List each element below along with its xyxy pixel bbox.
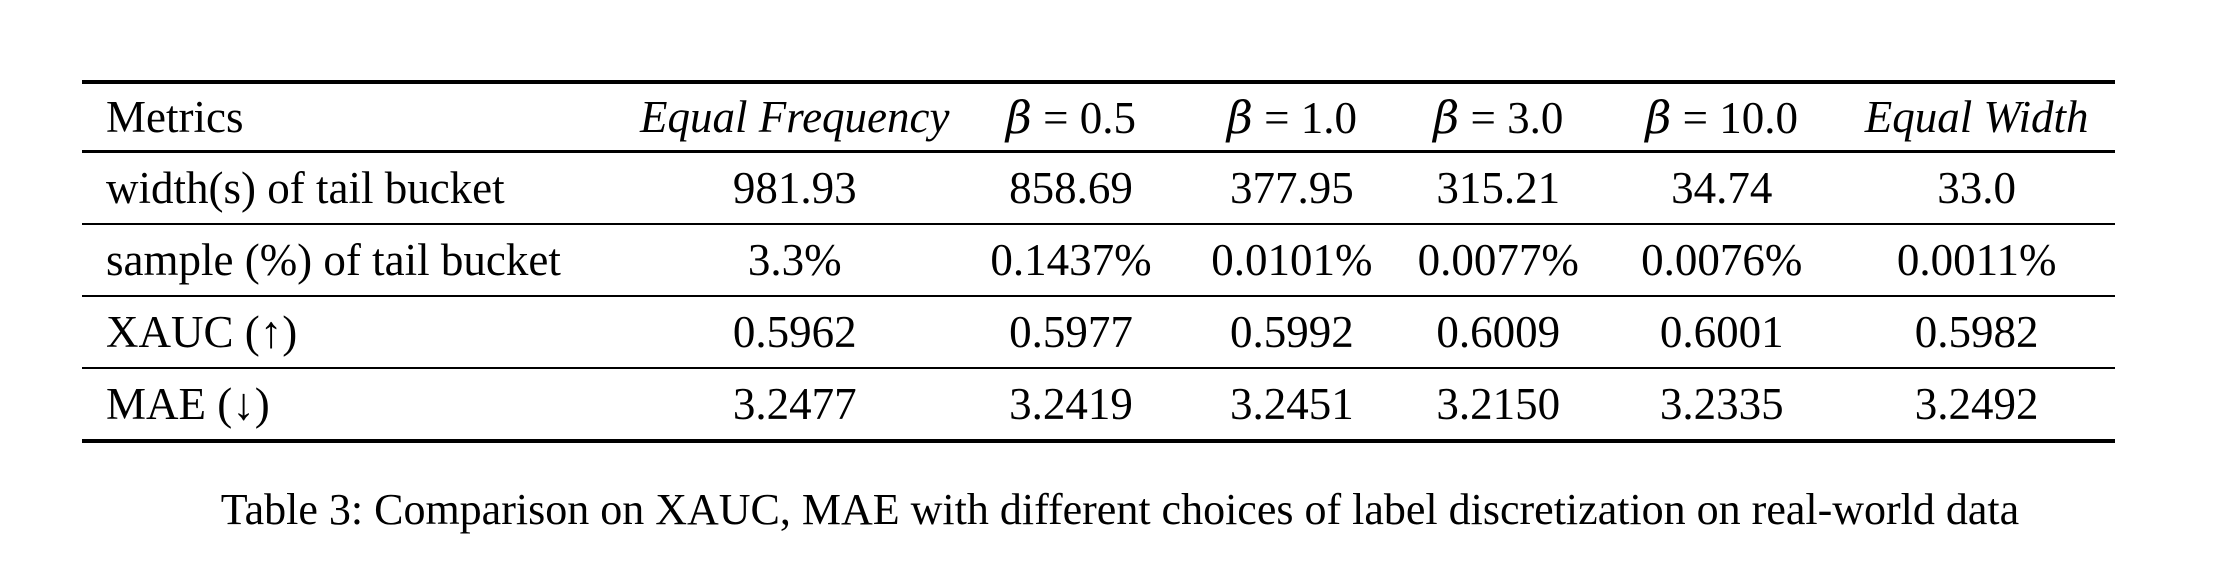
value-cell: 858.69 (1009, 163, 1133, 213)
column-header-metrics: Metrics (106, 92, 244, 142)
metric-label-cell: width(s) of tail bucket (106, 163, 505, 213)
beta-value: = 3.0 (1459, 92, 1564, 143)
beta-symbol: β (1645, 90, 1672, 144)
value-cell: 33.0 (1937, 163, 2017, 213)
value-cell: 3.2477 (732, 379, 857, 429)
value-cell: 3.2335 (1659, 379, 1784, 429)
beta-symbol: β (1005, 90, 1032, 144)
value-cell: 315.21 (1436, 163, 1561, 213)
column-header-equal-width: Equal Width (1864, 92, 2089, 142)
value-cell: 0.5962 (732, 307, 857, 357)
value-cell-best: 0.6009 (1436, 307, 1561, 357)
value-cell: 3.2419 (1009, 379, 1133, 429)
column-header-equal-frequency: Equal Frequency (640, 92, 950, 142)
value-cell: 0.0076% (1641, 235, 1803, 285)
table-caption: Table 3: Comparison on XAUC, MAE with di… (220, 485, 2020, 534)
beta-symbol: β (1226, 90, 1253, 144)
metric-label-cell: sample (%) of tail bucket (106, 235, 561, 285)
value-cell-best: 3.2150 (1436, 379, 1561, 429)
table-row-sample-pct-of-tail-bucket: sample (%) of tail bucket 3.3% 0.1437% 0… (82, 224, 2115, 296)
value-cell: 0.0011% (1896, 235, 2057, 285)
table-row-xauc: XAUC (↑) 0.5962 0.5977 0.5992 0.6009 0.6… (82, 296, 2115, 368)
results-table: Metrics Equal Frequency β = 0.5 β = 1.0 … (82, 80, 2115, 443)
table-row-mae: MAE (↓) 3.2477 3.2419 3.2451 3.2150 3.23… (82, 368, 2115, 441)
table-row-width-of-tail-bucket: width(s) of tail bucket 981.93 858.69 37… (82, 152, 2115, 224)
value-cell: 3.2492 (1914, 379, 2039, 429)
value-cell: 0.5992 (1230, 307, 1354, 357)
value-cell: 377.95 (1230, 163, 1354, 213)
beta-value: = 10.0 (1671, 92, 1799, 143)
value-cell: 0.5982 (1914, 307, 2039, 357)
results-table-wrapper: Metrics Equal Frequency β = 0.5 β = 1.0 … (82, 80, 2115, 443)
value-cell: 0.6001 (1659, 307, 1784, 357)
column-header-beta-0-5: β = 0.5 (949, 82, 1192, 152)
value-cell: 0.1437% (990, 235, 1152, 285)
value-cell: 0.0101% (1211, 235, 1373, 285)
value-cell: 0.5977 (1009, 307, 1133, 357)
column-header-beta-1-0: β = 1.0 (1192, 82, 1391, 152)
beta-symbol: β (1433, 90, 1460, 144)
column-header-beta-3-0: β = 3.0 (1391, 82, 1605, 152)
column-header-beta-10-0: β = 10.0 (1605, 82, 1838, 152)
value-cell: 34.74 (1671, 163, 1773, 213)
metric-label-cell: XAUC (↑) (106, 307, 298, 357)
value-cell: 981.93 (732, 163, 857, 213)
metric-label-cell: MAE (↓) (106, 379, 270, 429)
beta-value: = 0.5 (1031, 92, 1137, 143)
beta-value: = 1.0 (1252, 92, 1357, 143)
value-cell: 3.3% (747, 235, 842, 285)
header-row: Metrics Equal Frequency β = 0.5 β = 1.0 … (82, 82, 2115, 152)
value-cell: 3.2451 (1230, 379, 1354, 429)
value-cell: 0.0077% (1417, 235, 1579, 285)
